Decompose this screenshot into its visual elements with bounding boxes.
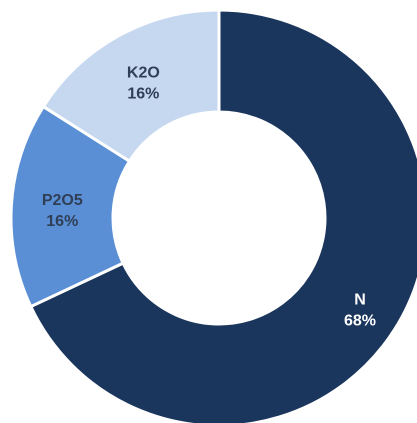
label-k2o-value: 16% (127, 85, 159, 102)
donut-labels: N 68% P2O5 16% K2O 16% (42, 64, 376, 329)
label-n-name: N (354, 291, 366, 308)
label-k2o-name: K2O (127, 64, 160, 81)
slice-p2o5 (9, 105, 132, 309)
label-n-value: 68% (344, 312, 376, 329)
donut-slices (9, 8, 417, 423)
slice-n (29, 8, 417, 423)
label-p2o5-value: 16% (46, 213, 78, 230)
label-p2o5-name: P2O5 (42, 192, 83, 209)
slice-k2o (41, 8, 221, 163)
